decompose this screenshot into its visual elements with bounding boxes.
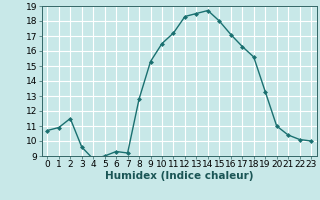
X-axis label: Humidex (Indice chaleur): Humidex (Indice chaleur): [105, 171, 253, 181]
